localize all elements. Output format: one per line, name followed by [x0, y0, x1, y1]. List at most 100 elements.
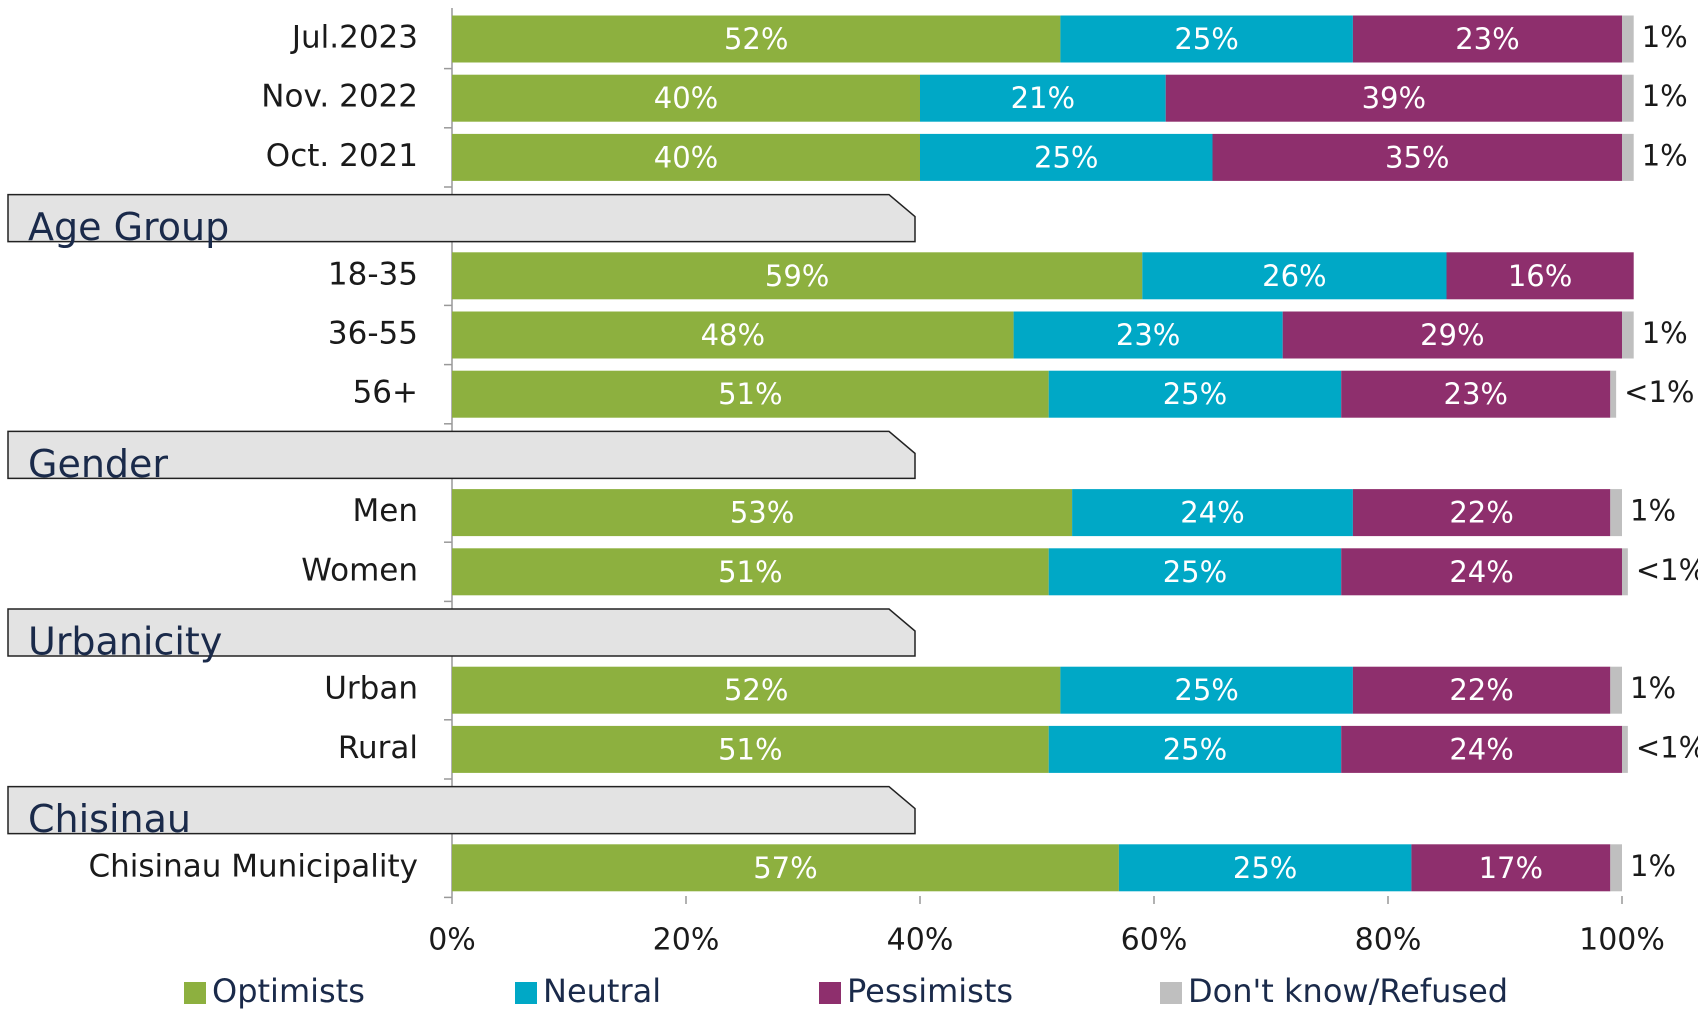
section-header: Gender — [28, 442, 168, 486]
x-tick-label: 60% — [1121, 923, 1188, 958]
bar-segment — [1352, 15, 1622, 63]
data-label: 51% — [718, 555, 782, 589]
bar-segment — [920, 133, 1213, 181]
bar-segment — [1048, 370, 1342, 418]
data-label: 25% — [1163, 377, 1227, 411]
legend-swatch — [515, 982, 537, 1004]
x-tick-label: 100% — [1579, 923, 1665, 958]
data-label: 22% — [1449, 673, 1513, 707]
data-label: 25% — [1174, 22, 1238, 56]
bar-segment — [452, 666, 1061, 714]
data-label: 1% — [1642, 20, 1688, 54]
bar-segment — [452, 548, 1049, 596]
bar-segment — [1341, 548, 1622, 596]
category-label: 36-55 — [328, 316, 418, 352]
bar-segment — [920, 74, 1166, 122]
section-header-box — [7, 608, 916, 657]
data-label: 25% — [1163, 732, 1227, 766]
bar-segment — [1048, 548, 1342, 596]
bar-segment — [1622, 133, 1634, 181]
section-header-box — [7, 430, 916, 480]
category-label: Urban — [324, 671, 418, 707]
data-label: 25% — [1163, 555, 1227, 589]
bar-segment — [1341, 370, 1611, 418]
bar-segment — [452, 844, 1119, 892]
bar-segment — [452, 74, 920, 122]
bar-segment — [452, 133, 920, 181]
data-label: 24% — [1180, 496, 1244, 530]
data-label: 29% — [1420, 318, 1484, 352]
bar-segment — [1610, 844, 1622, 892]
bar-segment — [1165, 74, 1622, 122]
data-label: 53% — [730, 496, 794, 530]
bar-segment — [1622, 311, 1634, 359]
data-label: 39% — [1362, 81, 1426, 115]
data-label: 52% — [724, 673, 788, 707]
data-label: 59% — [765, 259, 829, 293]
bar-segment — [1118, 844, 1412, 892]
legend-swatch — [819, 982, 841, 1004]
bar-segment — [1622, 548, 1628, 596]
bar-segment — [452, 370, 1049, 418]
data-label: 23% — [1444, 377, 1508, 411]
category-label: 18-35 — [328, 256, 418, 292]
x-tick-label: 20% — [653, 923, 720, 958]
bar-segment — [1622, 725, 1628, 773]
section-header: Urbanicity — [28, 620, 222, 664]
data-label: 23% — [1116, 318, 1180, 352]
data-label: <1% — [1624, 375, 1694, 409]
data-label: 22% — [1449, 496, 1513, 530]
category-label: Jul.2023 — [290, 20, 418, 56]
bar-segment — [1013, 311, 1283, 359]
x-tick-label: 80% — [1355, 923, 1422, 958]
section-header: Age Group — [28, 205, 229, 249]
section-header-box — [7, 785, 916, 835]
section-header: Chisinau — [28, 797, 191, 841]
bar-segment — [1282, 311, 1622, 359]
category-label: Rural — [338, 730, 418, 766]
bar-segment — [1610, 666, 1622, 714]
category-label: Oct. 2021 — [266, 138, 418, 174]
data-label: 1% — [1630, 849, 1676, 883]
legend-label: Don't know/Refused — [1188, 972, 1508, 1010]
legend-label: Pessimists — [847, 972, 1013, 1010]
legend-swatch — [184, 982, 206, 1004]
bar-segment — [1622, 74, 1634, 122]
data-label: 1% — [1630, 494, 1676, 528]
bar-segment — [1610, 370, 1617, 418]
legend-label: Neutral — [543, 972, 661, 1010]
bar-segment — [452, 252, 1143, 300]
bar-segment — [1352, 666, 1611, 714]
bar-segment — [1212, 133, 1622, 181]
category-label: Chisinau Municipality — [88, 848, 418, 884]
data-label: 35% — [1385, 140, 1449, 174]
bar-segment — [1072, 489, 1353, 537]
x-tick-label: 40% — [887, 923, 954, 958]
bar-segment — [1341, 725, 1622, 773]
bar-segment — [1610, 489, 1622, 537]
bar-segment — [1060, 666, 1353, 714]
data-label: <1% — [1636, 553, 1698, 587]
data-label: 40% — [654, 81, 718, 115]
bar-segment — [1048, 725, 1342, 773]
data-label: 25% — [1034, 140, 1098, 174]
data-label: 40% — [654, 140, 718, 174]
data-label: 24% — [1449, 555, 1513, 589]
bar-segment — [1352, 489, 1611, 537]
data-label: 1% — [1642, 79, 1688, 113]
category-label: Men — [353, 493, 418, 529]
data-label: 52% — [724, 22, 788, 56]
data-label: <1% — [1636, 730, 1698, 764]
bar-segment — [1060, 15, 1353, 63]
data-label: 16% — [1508, 259, 1572, 293]
data-label: 51% — [718, 377, 782, 411]
data-label: 26% — [1262, 259, 1326, 293]
category-label: Women — [301, 552, 418, 588]
data-label: 1% — [1630, 671, 1676, 705]
data-label: 25% — [1174, 673, 1238, 707]
data-label: 23% — [1455, 22, 1519, 56]
data-label: 24% — [1449, 732, 1513, 766]
legend-label: Optimists — [212, 972, 365, 1010]
bar-segment — [1622, 15, 1634, 63]
data-label: 1% — [1642, 316, 1688, 350]
